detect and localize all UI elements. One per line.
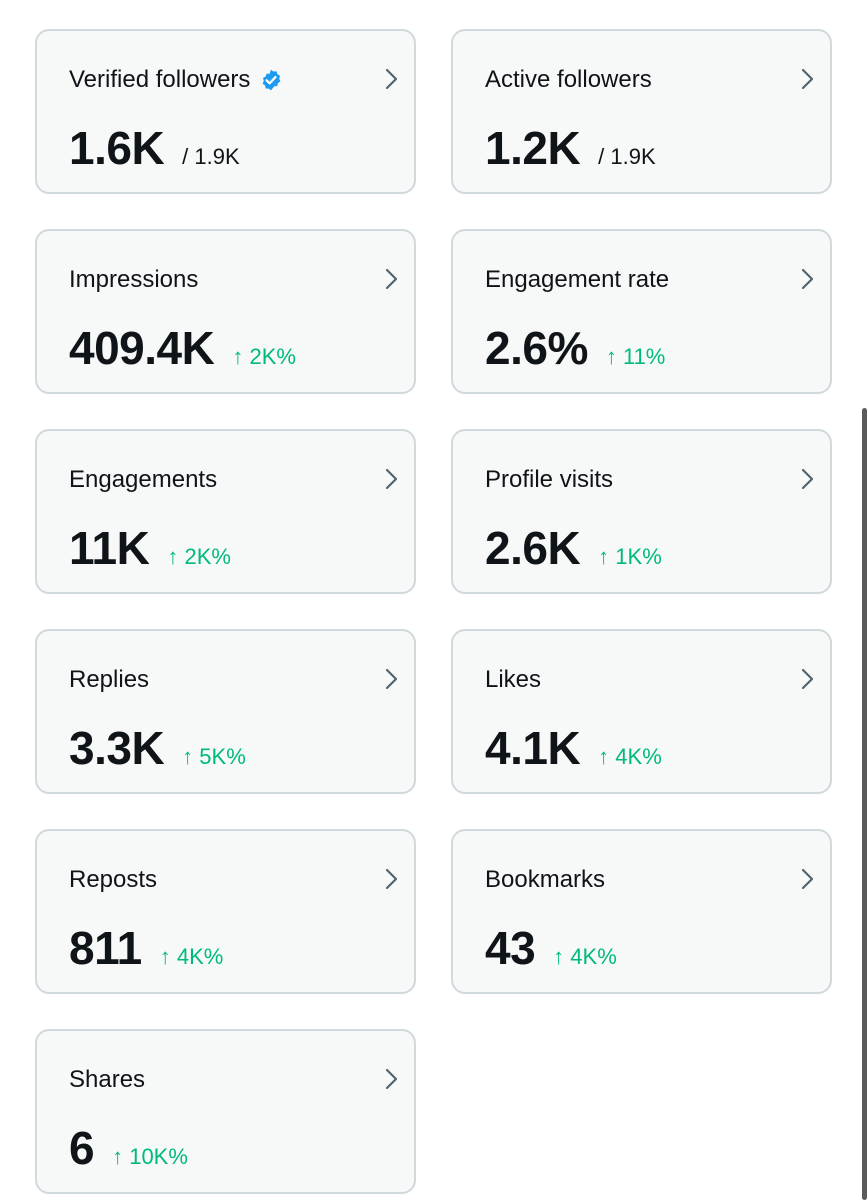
metric-card-shares[interactable]: Shares 6 ↑ 10K% <box>35 1029 416 1194</box>
card-title: Engagements <box>69 466 218 493</box>
chevron-right-icon <box>385 1068 398 1090</box>
card-title-row: Reposts <box>69 865 157 895</box>
scrollbar[interactable] <box>862 408 867 1200</box>
card-value-row: 2.6% ↑ 11% <box>485 323 665 373</box>
card-title-row: Likes <box>485 665 541 695</box>
card-value-row: 1.6K / 1.9K <box>69 123 240 173</box>
card-value: 6 <box>69 1122 95 1174</box>
card-title-row: Shares <box>69 1065 145 1095</box>
metric-card-bookmarks[interactable]: Bookmarks 43 ↑ 4K% <box>451 829 832 994</box>
chevron-right-icon <box>385 268 398 290</box>
card-change: ↑ 4K% <box>598 744 662 769</box>
chevron-right-icon <box>385 468 398 490</box>
card-title-row: Engagement rate <box>485 265 669 295</box>
card-title: Reposts <box>69 866 158 893</box>
card-value: 3.3K <box>69 722 165 774</box>
card-change: ↑ 1K% <box>598 544 662 569</box>
card-title-row: Impressions <box>69 265 198 295</box>
card-value: 1.2K <box>485 122 581 174</box>
chevron-right-icon <box>385 68 398 90</box>
metric-card-replies[interactable]: Replies 3.3K ↑ 5K% <box>35 629 416 794</box>
chevron-right-icon <box>801 868 814 890</box>
card-value: 2.6% <box>485 322 588 374</box>
card-title: Replies <box>69 666 150 693</box>
card-title: Likes <box>485 666 542 693</box>
card-value: 4.1K <box>485 722 581 774</box>
card-total: / 1.9K <box>182 144 240 169</box>
card-value-row: 43 ↑ 4K% <box>485 923 617 973</box>
metric-card-active-followers[interactable]: Active followers 1.2K / 1.9K <box>451 29 832 194</box>
card-title: Impressions <box>69 266 199 293</box>
card-title: Bookmarks <box>485 866 606 893</box>
card-value-row: 409.4K ↑ 2K% <box>69 323 296 373</box>
card-title: Verified followers <box>69 66 251 93</box>
verified-badge-icon <box>263 69 281 91</box>
card-change: ↑ 2K% <box>232 344 296 369</box>
card-change: ↑ 11% <box>605 344 666 369</box>
chevron-right-icon <box>385 868 398 890</box>
metric-card-profile-visits[interactable]: Profile visits 2.6K ↑ 1K% <box>451 429 832 594</box>
card-title-row: Bookmarks <box>485 865 605 895</box>
card-value-row: 6 ↑ 10K% <box>69 1123 188 1173</box>
card-value-row: 811 ↑ 4K% <box>69 923 223 973</box>
card-title-row: Profile visits <box>485 465 613 495</box>
metric-card-engagement-rate[interactable]: Engagement rate 2.6% ↑ 11% <box>451 229 832 394</box>
chevron-right-icon <box>801 668 814 690</box>
card-value-row: 11K ↑ 2K% <box>69 523 231 573</box>
card-title-row: Active followers <box>485 65 652 95</box>
metrics-grid: Verified followers 1.6K / 1.9K Active fo… <box>35 29 832 1194</box>
card-change: ↑ 4K% <box>553 944 617 969</box>
card-value-row: 1.2K / 1.9K <box>485 123 656 173</box>
metric-card-impressions[interactable]: Impressions 409.4K ↑ 2K% <box>35 229 416 394</box>
card-total: / 1.9K <box>598 144 656 169</box>
card-change: ↑ 5K% <box>182 744 246 769</box>
card-title: Profile visits <box>485 466 614 493</box>
chevron-right-icon <box>801 68 814 90</box>
card-value-row: 3.3K ↑ 5K% <box>69 723 246 773</box>
card-value: 11K <box>69 522 150 574</box>
metric-card-engagements[interactable]: Engagements 11K ↑ 2K% <box>35 429 416 594</box>
card-title: Active followers <box>485 66 652 93</box>
card-value-row: 2.6K ↑ 1K% <box>485 523 662 573</box>
card-title-row: Engagements <box>69 465 217 495</box>
chevron-right-icon <box>801 468 814 490</box>
card-value: 1.6K <box>69 122 165 174</box>
metric-card-reposts[interactable]: Reposts 811 ↑ 4K% <box>35 829 416 994</box>
card-change: ↑ 4K% <box>159 944 224 969</box>
card-title: Engagement rate <box>485 266 670 293</box>
metric-card-likes[interactable]: Likes 4.1K ↑ 4K% <box>451 629 832 794</box>
card-title-row: Replies <box>69 665 149 695</box>
card-value-row: 4.1K ↑ 4K% <box>485 723 662 773</box>
card-value: 811 <box>69 922 142 974</box>
card-change: ↑ 2K% <box>167 544 231 569</box>
metric-card-verified-followers[interactable]: Verified followers 1.6K / 1.9K <box>35 29 416 194</box>
chevron-right-icon <box>385 668 398 690</box>
card-value: 2.6K <box>485 522 581 574</box>
card-value: 43 <box>485 922 536 974</box>
chevron-right-icon <box>801 268 814 290</box>
card-title: Shares <box>69 1066 146 1093</box>
card-title-row: Verified followers <box>69 65 283 95</box>
card-value: 409.4K <box>69 322 215 374</box>
card-change: ↑ 10K% <box>112 1144 188 1169</box>
